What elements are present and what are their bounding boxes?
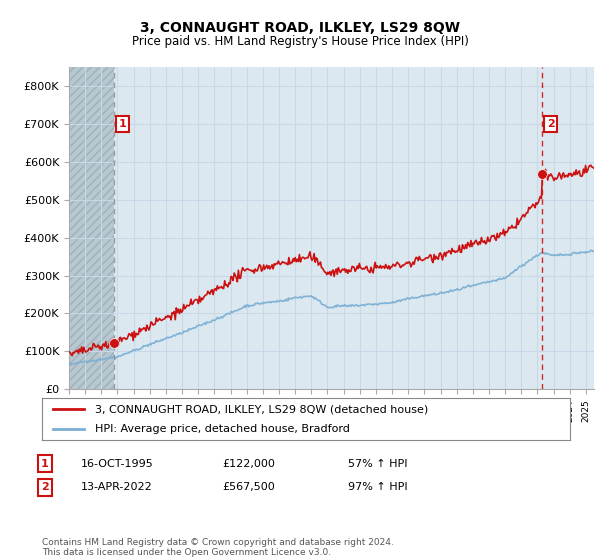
Text: HPI: Average price, detached house, Bradford: HPI: Average price, detached house, Brad… — [95, 424, 350, 434]
Text: £122,000: £122,000 — [222, 459, 275, 469]
Text: 1: 1 — [41, 459, 49, 469]
Text: 16-OCT-1995: 16-OCT-1995 — [81, 459, 154, 469]
Bar — [69, 67, 114, 389]
Text: 57% ↑ HPI: 57% ↑ HPI — [348, 459, 407, 469]
Text: Price paid vs. HM Land Registry's House Price Index (HPI): Price paid vs. HM Land Registry's House … — [131, 35, 469, 48]
Text: 2: 2 — [547, 119, 554, 129]
Text: Contains HM Land Registry data © Crown copyright and database right 2024.
This d: Contains HM Land Registry data © Crown c… — [42, 538, 394, 557]
Text: 3, CONNAUGHT ROAD, ILKLEY, LS29 8QW: 3, CONNAUGHT ROAD, ILKLEY, LS29 8QW — [140, 21, 460, 35]
Text: 2: 2 — [41, 482, 49, 492]
Text: 13-APR-2022: 13-APR-2022 — [81, 482, 153, 492]
Text: 3, CONNAUGHT ROAD, ILKLEY, LS29 8QW (detached house): 3, CONNAUGHT ROAD, ILKLEY, LS29 8QW (det… — [95, 404, 428, 414]
Text: £567,500: £567,500 — [222, 482, 275, 492]
Text: 1: 1 — [119, 119, 127, 129]
Text: 97% ↑ HPI: 97% ↑ HPI — [348, 482, 407, 492]
